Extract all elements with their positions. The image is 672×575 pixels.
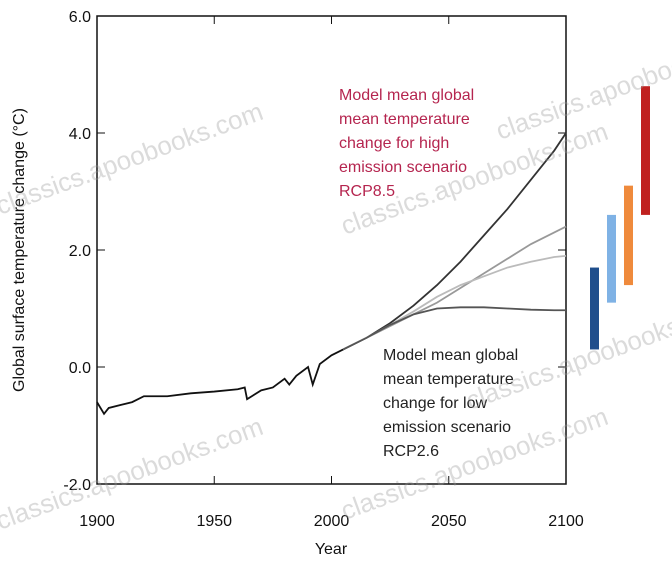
watermark: classics.apoobooks.com <box>0 96 267 221</box>
annotation-line: Model mean global <box>339 87 474 104</box>
series-line <box>96 348 344 416</box>
annotation-line: change for high <box>339 135 449 152</box>
annotation-line: emission scenario <box>383 419 511 436</box>
series-line <box>342 132 567 351</box>
y-tick-label: 0.0 <box>69 360 91 377</box>
x-tick-label: 2000 <box>314 513 350 530</box>
series-line <box>342 254 567 351</box>
annotation-line: mean temperature <box>383 371 514 388</box>
annotation-line: mean temperature <box>339 111 470 128</box>
y-axis-label: Global surface temperature change (°C) <box>11 108 28 392</box>
range-bar <box>590 267 599 350</box>
x-tick-label: 2050 <box>431 513 467 530</box>
x-tick-label: 2100 <box>548 513 584 530</box>
y-tick-label: 6.0 <box>69 9 91 26</box>
range-bar <box>641 86 650 215</box>
annotation-line: RCP8.5 <box>339 183 395 200</box>
plot-frame <box>96 15 567 485</box>
y-tick-label: 2.0 <box>69 243 91 260</box>
series-line <box>342 306 566 351</box>
range-bar <box>607 214 616 303</box>
annotation-line: RCP2.6 <box>383 443 439 460</box>
annotation-line: Model mean global <box>383 347 518 364</box>
annotation-line: emission scenario <box>339 159 467 176</box>
y-tick-label: -2.0 <box>63 477 91 494</box>
x-tick-label: 1950 <box>196 513 232 530</box>
range-bar <box>624 185 633 286</box>
y-tick-label: 4.0 <box>69 126 91 143</box>
x-axis-label: Year <box>315 541 348 558</box>
x-tick-label: 1900 <box>79 513 115 530</box>
annotation-line: change for low <box>383 395 488 412</box>
